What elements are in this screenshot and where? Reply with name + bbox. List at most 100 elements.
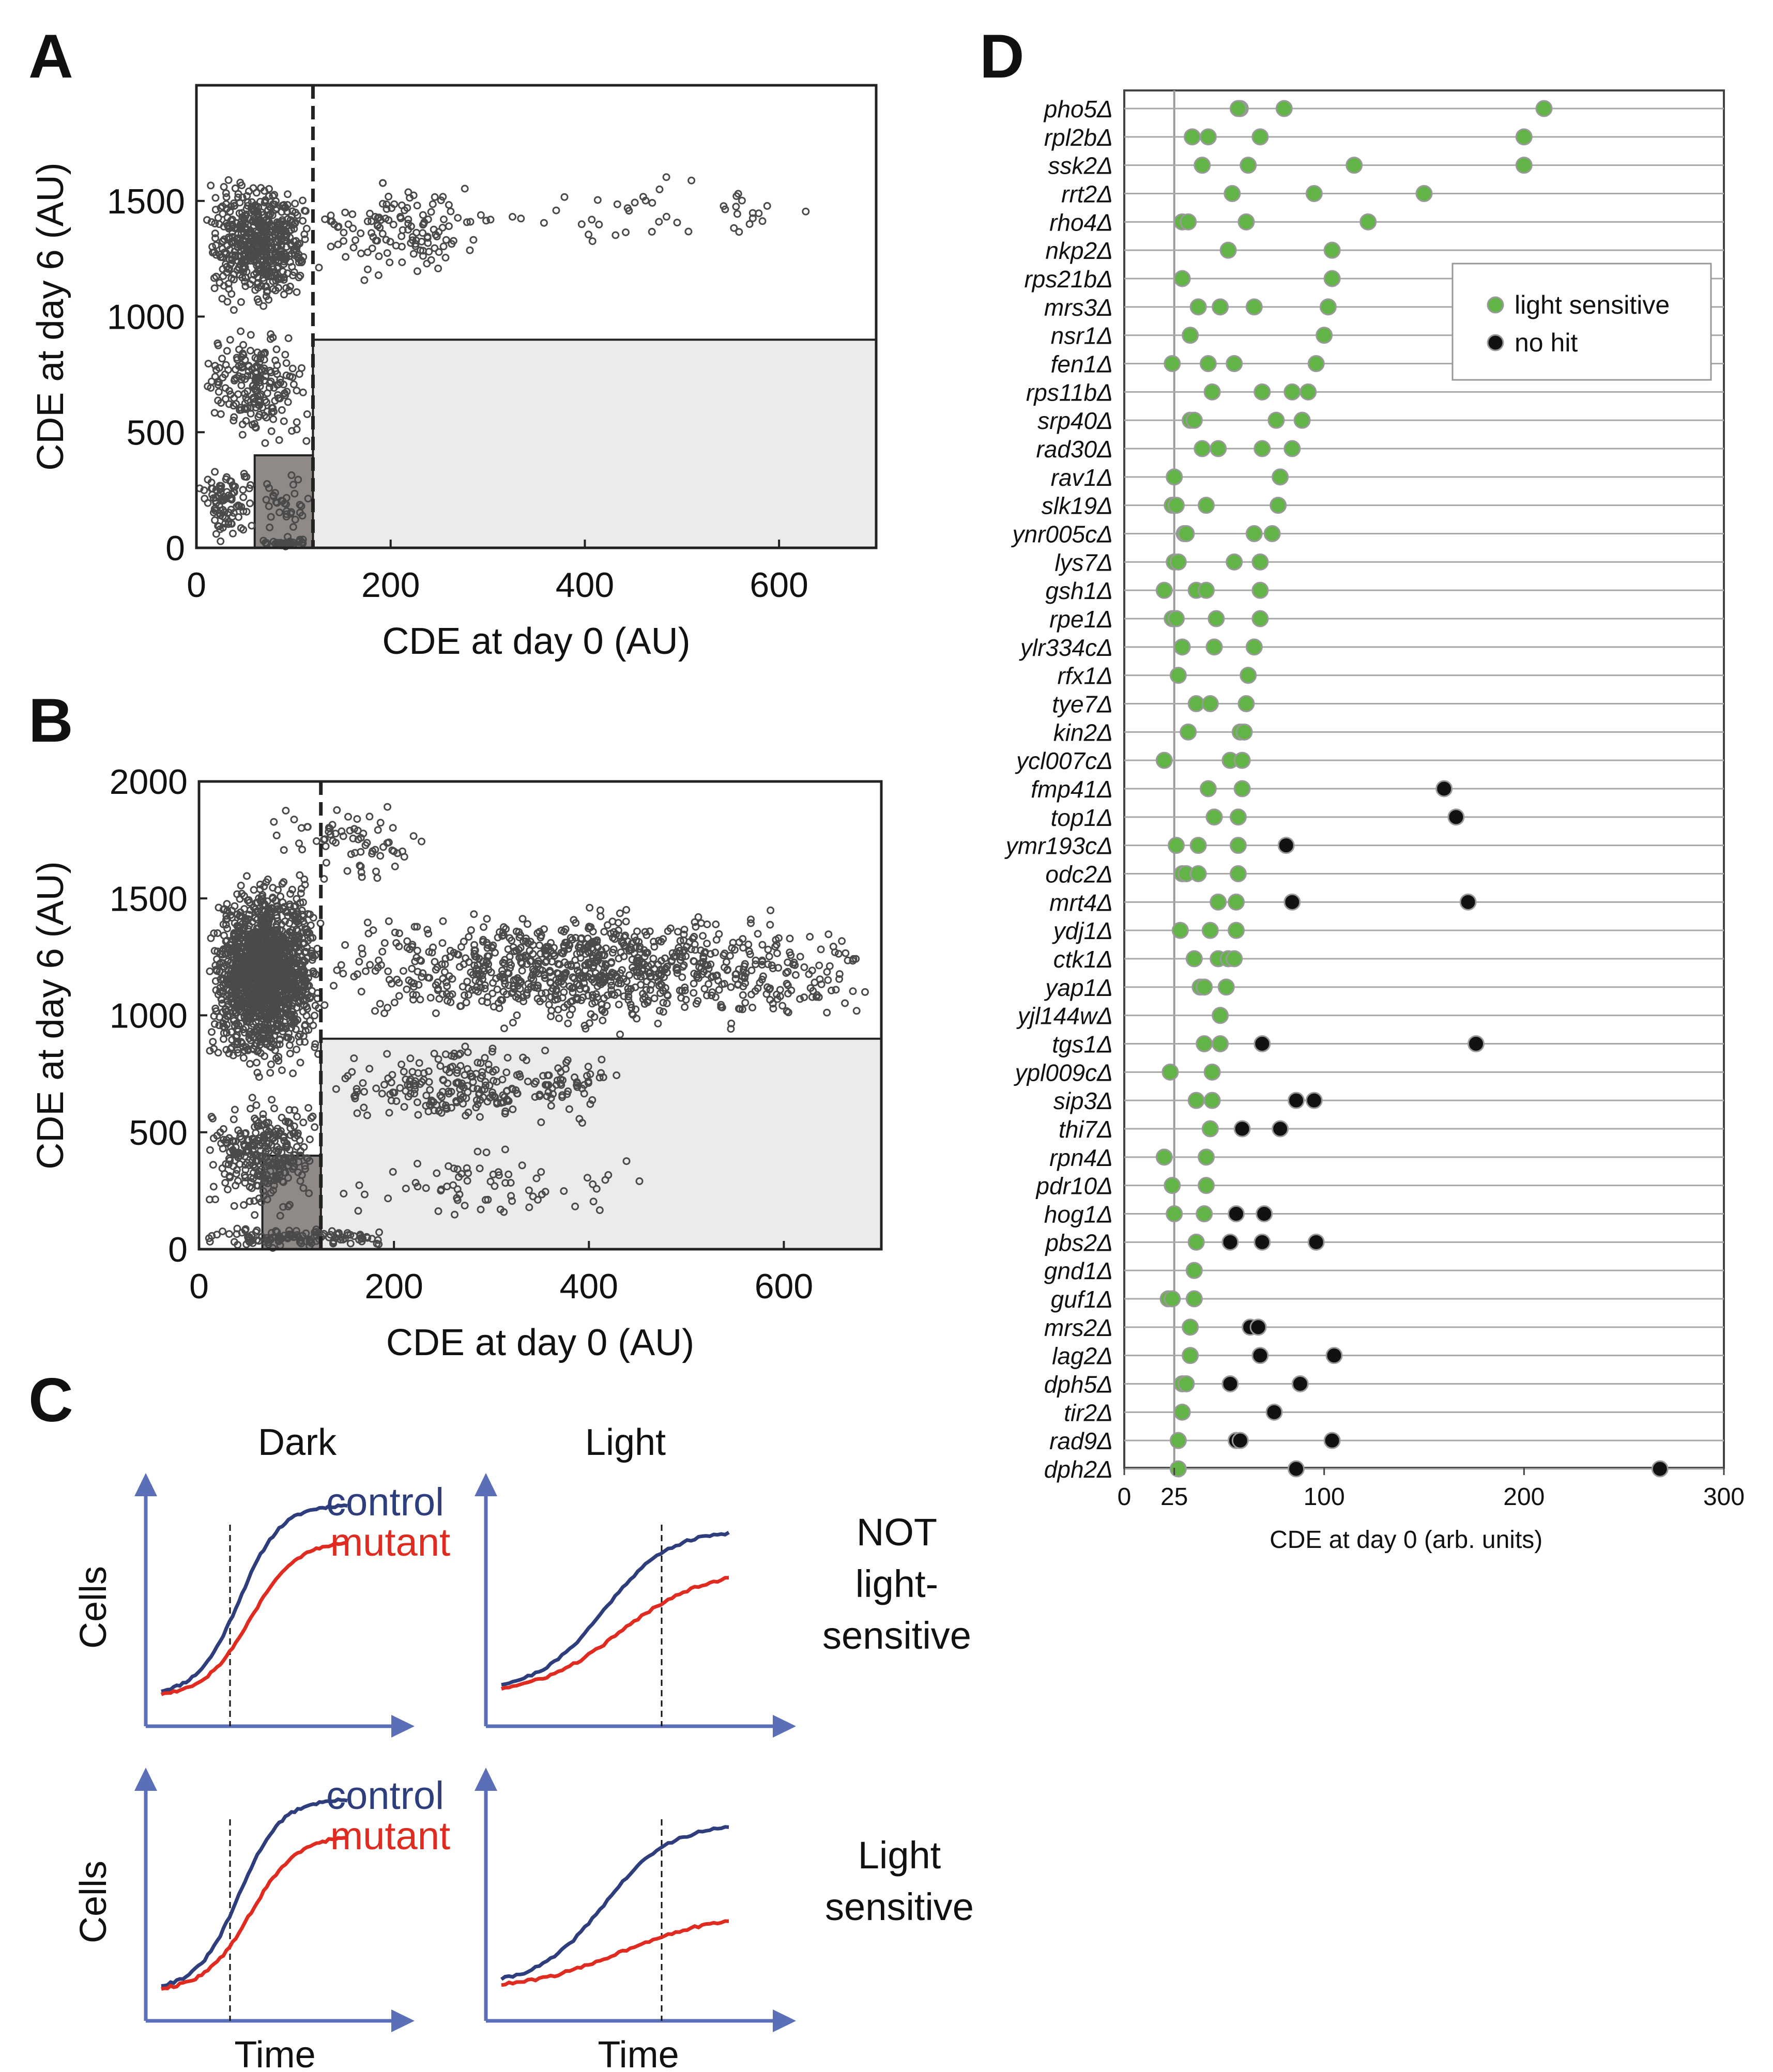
scatter-point [270, 384, 278, 392]
scatter-point [220, 508, 228, 516]
scatter-point [222, 1008, 231, 1016]
c-not-sensitive-line-1: NOT [857, 1511, 937, 1554]
scatter-point [230, 1202, 238, 1210]
scatter-point [237, 524, 245, 532]
light-sensitive-dot [1219, 241, 1237, 259]
scatter-point [272, 1147, 280, 1155]
scatter-point [552, 206, 560, 214]
scatter-point [295, 1233, 303, 1241]
scatter-point [246, 1235, 254, 1243]
scatter-point [383, 249, 391, 257]
light-sensitive-dot [1185, 411, 1203, 429]
scatter-point [379, 179, 387, 187]
scatter-point [622, 228, 630, 236]
scatter-point [264, 1175, 272, 1183]
scatter-point [271, 206, 280, 214]
scatter-point [222, 361, 230, 369]
light-sensitive-dot [1199, 780, 1217, 797]
scatter-point [251, 364, 259, 372]
scatter-point [293, 288, 301, 296]
scatter-point [271, 978, 279, 987]
light-sensitive-dot [1189, 865, 1207, 882]
scatter-point [437, 196, 445, 205]
scatter-point [277, 247, 285, 255]
scatter-point [237, 298, 245, 306]
scatter-point [383, 200, 391, 208]
scatter-point [218, 244, 226, 253]
scatter-point [419, 211, 427, 219]
scatter-point [756, 979, 764, 987]
gene-label: ctk1Δ [1053, 946, 1113, 973]
scatter-point [258, 955, 267, 963]
scatter-point [262, 496, 270, 504]
scatter-point [212, 1007, 220, 1015]
gene-label: ynr005cΔ [1011, 521, 1113, 548]
scatter-point [249, 933, 257, 941]
scatter-point [385, 216, 393, 224]
light-sensitive-dot [1182, 1347, 1199, 1364]
no-hit-dot [1265, 1403, 1283, 1421]
x-tick-label: 400 [560, 1267, 618, 1306]
scatter-point [265, 223, 273, 231]
scatter-point [678, 973, 686, 981]
light-sensitive-dot [1293, 411, 1311, 429]
scatter-point [206, 1195, 213, 1204]
scatter-point [396, 213, 404, 221]
gene-label: rpe1Δ [1049, 606, 1113, 633]
scatter-point [441, 254, 450, 262]
light-sensitive-dot [1196, 1035, 1213, 1052]
scatter-point [208, 243, 217, 251]
scatter-point [738, 196, 746, 205]
light-sensitive-dot [1161, 1063, 1179, 1081]
x-tick-label: 200 [364, 1267, 423, 1306]
scatter-point [305, 1189, 313, 1198]
scatter-point [230, 413, 238, 421]
gene-label: ydj1Δ [1052, 917, 1113, 944]
gene-label: gsh1Δ [1045, 577, 1113, 604]
scatter-point [262, 227, 270, 236]
scatter-point [256, 355, 265, 363]
scatter-point [253, 1007, 261, 1015]
light-sensitive-dot [1168, 610, 1185, 627]
light-sensitive-dot [1196, 1205, 1213, 1222]
scatter-point [284, 977, 292, 985]
scatter-point [378, 229, 387, 238]
scatter-point [560, 193, 569, 201]
scatter-point [363, 217, 372, 225]
scatter-point [607, 981, 616, 990]
scatter-point [242, 508, 251, 516]
scatter-point [223, 263, 231, 271]
scatter-point [251, 354, 259, 362]
scatter-point [588, 237, 597, 245]
gene-label: rfx1Δ [1057, 663, 1113, 689]
scatter-point [212, 272, 220, 281]
scatter-point [802, 207, 810, 216]
scatter-point [211, 229, 219, 238]
light-sensitive-dot [1169, 553, 1187, 571]
scatter-point [286, 1124, 295, 1132]
scatter-point [306, 1017, 314, 1025]
scatter-point [290, 268, 298, 277]
scatter-point [306, 910, 314, 918]
scatter-point [732, 203, 740, 211]
scatter-point [264, 1033, 272, 1041]
scatter-point [299, 1184, 308, 1192]
scatter-point [284, 190, 292, 198]
scatter-point [276, 1017, 284, 1025]
scatter-point [238, 927, 247, 935]
scatter-point [413, 267, 421, 275]
scatter-point [219, 210, 227, 218]
light-sensitive-dot [1189, 298, 1207, 316]
scatter-point [224, 965, 233, 974]
scatter-point [264, 272, 272, 281]
scatter-point [340, 237, 348, 245]
scatter-point [284, 1174, 292, 1182]
scatter-point [241, 917, 249, 925]
light-sensitive-dot [1194, 440, 1211, 457]
scatter-point [375, 252, 383, 260]
scatter-point [700, 985, 709, 993]
scatter-point [293, 1046, 301, 1054]
scatter-point [346, 1239, 355, 1248]
scatter-point [266, 524, 274, 531]
scatter-point [385, 192, 393, 201]
